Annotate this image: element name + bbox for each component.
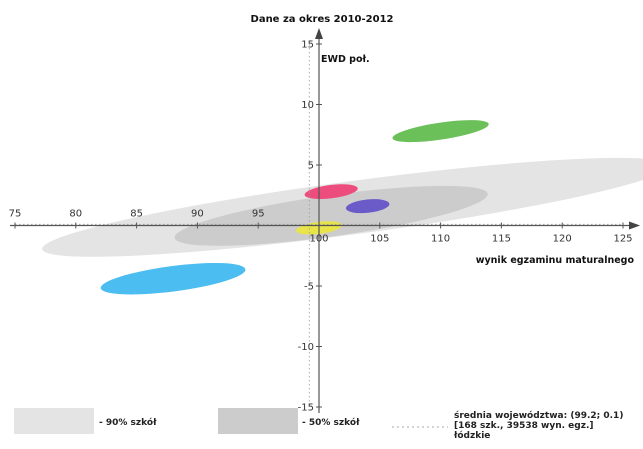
y-tick-label-10: 10 xyxy=(301,100,314,111)
ellipse-school-3 xyxy=(392,120,489,143)
ellipse-50-szk- xyxy=(174,185,488,246)
ellipse-school-2 xyxy=(100,263,246,295)
x-tick-label-110: 110 xyxy=(431,234,450,245)
legend: - 90% szkół - 50% szkół średnia województw… xyxy=(14,408,623,441)
x-tick-label-115: 115 xyxy=(492,234,511,245)
x-tick-label-80: 80 xyxy=(69,209,82,220)
x-axis-label: wynik egzaminu maturalnego xyxy=(476,255,635,266)
x-tick-label-120: 120 xyxy=(553,234,572,245)
legend-swatch-50 xyxy=(218,408,298,434)
x-tick-label-95: 95 xyxy=(252,209,265,220)
y-tick-label--15: -15 xyxy=(298,403,314,414)
legend-average-line-1: [168 szk., 39538 wyn. egz.] xyxy=(454,421,594,431)
x-tick-label-85: 85 xyxy=(130,209,143,220)
x-tick-label-75: 75 xyxy=(9,209,22,220)
legend-label-90: - 90% szkół xyxy=(99,417,157,428)
y-tick-label--10: -10 xyxy=(298,342,314,353)
x-axis-arrow xyxy=(629,221,640,230)
legend-average-line-0: średnia województwa: (99.2; 0.1) xyxy=(454,410,623,421)
y-tick-label-5: 5 xyxy=(308,161,314,172)
y-axis-label: EWD poł. xyxy=(321,54,370,65)
legend-average-line-2: łódzkie xyxy=(453,430,490,441)
x-tick-label-90: 90 xyxy=(191,209,204,220)
x-tick-label-125: 125 xyxy=(613,234,632,245)
ellipses-layer xyxy=(42,120,643,295)
chart-title: Dane za okres 2010-2012 xyxy=(251,14,394,25)
ellipse-school-5 xyxy=(345,199,390,214)
x-tick-label-100: 100 xyxy=(309,234,328,245)
ellipse-school-4 xyxy=(304,184,358,199)
x-tick-label-105: 105 xyxy=(370,234,389,245)
y-tick-label-15: 15 xyxy=(301,40,314,51)
ticks-layer: 75 80 85 90 95 100 105 110 115 120 125 -15 -10 -5 5 10 1… xyxy=(9,40,633,414)
legend-swatch-90 xyxy=(14,408,94,434)
y-tick-label--5: -5 xyxy=(304,282,314,293)
legend-label-50: - 50% szkół xyxy=(302,417,360,428)
y-axis-arrow xyxy=(315,28,323,39)
